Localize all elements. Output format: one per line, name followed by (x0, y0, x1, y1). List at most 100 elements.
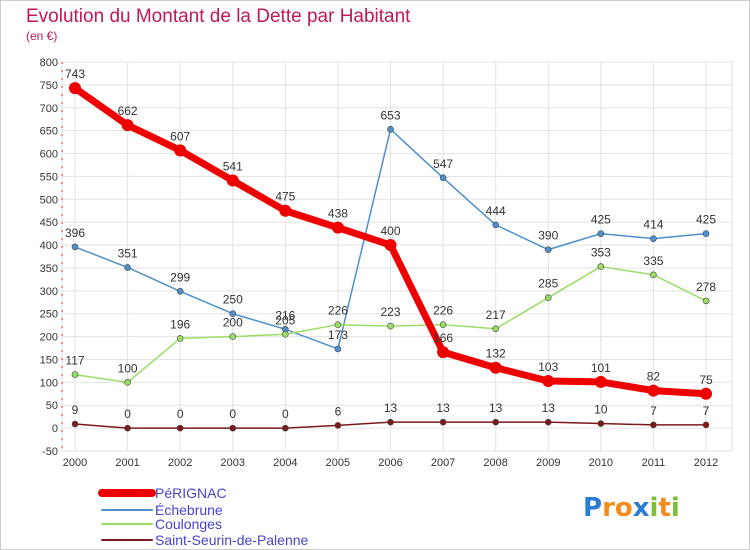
data-label: 13 (384, 401, 398, 415)
data-label: 10 (594, 403, 608, 417)
data-label: 438 (328, 207, 348, 221)
data-label: 396 (65, 226, 85, 240)
data-label: 547 (433, 157, 453, 171)
x-tick-label: 2007 (431, 457, 455, 469)
legend-label-3: Saint-Seurin-de-Palenne (155, 532, 309, 548)
data-label: 101 (591, 361, 611, 375)
data-point (229, 424, 237, 432)
data-label: 0 (124, 407, 131, 421)
data-label: 7 (650, 404, 657, 418)
y-tick-label: 300 (40, 286, 58, 298)
data-label: 226 (328, 304, 348, 318)
data-label: 351 (118, 246, 138, 260)
data-point (384, 239, 397, 252)
data-point (229, 333, 237, 340)
x-tick-label: 2011 (642, 457, 666, 469)
x-tick-label: 2010 (589, 457, 613, 469)
x-tick-label: 2005 (326, 457, 350, 469)
data-point (282, 330, 289, 338)
data-point (174, 144, 187, 157)
data-label: 7 (703, 404, 710, 418)
data-point (71, 420, 79, 428)
y-tick-label: 700 (40, 103, 58, 115)
x-tick-label: 2008 (483, 457, 507, 469)
data-point (226, 174, 239, 187)
data-label: 444 (486, 204, 506, 218)
data-label: 475 (275, 190, 295, 204)
data-point (334, 422, 342, 429)
y-tick-label: 450 (40, 217, 58, 229)
data-point (544, 418, 552, 426)
proxiti-logo-text: Proxiti (583, 493, 680, 523)
data-point (597, 230, 605, 237)
data-label: 13 (542, 401, 556, 415)
legend: PéRIGNACÉchebruneCoulongesSaint-Seurin-d… (98, 485, 309, 548)
data-point (437, 346, 450, 359)
y-tick-label: 500 (40, 194, 58, 206)
y-tick-label: 650 (40, 126, 58, 138)
data-point (702, 230, 710, 237)
data-label: 390 (538, 229, 558, 243)
data-point (334, 321, 342, 328)
data-label: 743 (65, 67, 85, 81)
data-label: 250 (223, 293, 243, 307)
data-point (121, 119, 134, 132)
y-tick-label: 100 (40, 377, 58, 389)
data-point (650, 271, 657, 279)
data-label: 216 (275, 308, 295, 322)
data-label: 400 (380, 224, 400, 238)
chart-title: Evolution du Montant de la Dette par Hab… (26, 6, 411, 27)
data-point (650, 421, 657, 429)
y-axis-ticks: -50 0 50 100 150 200 250 300 350 400 450 500 550 600 6… (40, 57, 58, 458)
y-tick-label: 200 (40, 332, 58, 344)
data-label: 117 (65, 354, 84, 368)
data-point (279, 204, 292, 217)
x-tick-label: 2003 (221, 457, 245, 469)
data-label: 13 (436, 401, 450, 415)
data-label: 414 (643, 218, 663, 232)
y-tick-label: 50 (46, 400, 58, 412)
data-point (229, 310, 237, 318)
y-tick-label: 800 (40, 57, 58, 69)
data-point (69, 82, 81, 95)
y-tick-label: 750 (40, 80, 58, 92)
data-label: 541 (223, 160, 243, 174)
data-label: 278 (696, 280, 716, 294)
data-label: 0 (229, 407, 236, 421)
data-label: 9 (72, 403, 79, 417)
data-point (439, 174, 447, 182)
data-label: 285 (538, 277, 558, 291)
chart-subtitle: (en €) (26, 29, 57, 43)
data-point (124, 424, 131, 432)
legend-label-2: Coulonges (155, 516, 222, 532)
legend-label-0: PéRIGNAC (155, 485, 227, 501)
data-point (492, 221, 499, 229)
data-label: 662 (118, 104, 138, 118)
data-point (331, 221, 344, 234)
data-label: 200 (223, 316, 243, 330)
data-label: 75 (699, 373, 713, 387)
x-tick-label: 2000 (63, 457, 87, 469)
data-label: 166 (433, 331, 453, 345)
y-tick-label: 600 (40, 149, 58, 161)
data-point (71, 371, 79, 378)
x-tick-label: 2002 (168, 457, 192, 469)
data-label: 607 (170, 129, 190, 143)
data-label: 425 (591, 213, 611, 227)
data-point (176, 335, 184, 342)
y-tick-label: 250 (40, 309, 58, 321)
data-label: 226 (433, 304, 453, 318)
data-label: 335 (643, 254, 663, 268)
data-point (594, 375, 607, 388)
data-label: 173 (328, 328, 348, 342)
x-tick-label: 2012 (694, 457, 718, 469)
data-label: 132 (486, 347, 506, 361)
data-label: 103 (538, 360, 558, 374)
data-label: 6 (335, 404, 342, 418)
y-tick-label: 350 (40, 263, 58, 275)
data-point (544, 246, 552, 253)
data-point (124, 264, 131, 271)
x-tick-label: 2001 (115, 457, 139, 469)
data-point (176, 424, 184, 432)
data-point (544, 294, 552, 301)
